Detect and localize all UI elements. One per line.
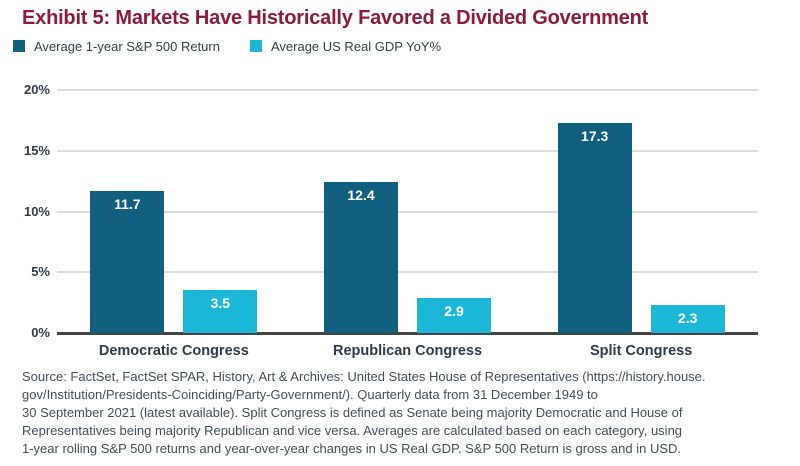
bar-value-label: 17.3 xyxy=(581,127,609,144)
category-label-republican-congress: Republican Congress xyxy=(332,343,483,359)
bar-sp500-return-republican-congress: 12.4 xyxy=(324,182,398,333)
legend-item-sp500-return: Average 1-year S&P 500 Return xyxy=(13,39,220,54)
y-axis-tick-label: 15% xyxy=(23,142,50,158)
legend-swatch-gdp-yoy-icon xyxy=(249,40,262,52)
legend: Average 1-year S&P 500 Return Average US… xyxy=(13,38,442,54)
bar-value-label: 3.5 xyxy=(210,295,231,312)
bar-gdp-yoy-democratic-congress: 3.5 xyxy=(183,290,258,333)
chart-title: Exhibit 5: Markets Have Historically Fav… xyxy=(22,7,649,29)
y-axis-tick-label: 10% xyxy=(23,203,50,219)
bar-value-label: 12.4 xyxy=(347,187,375,204)
bar-value-label: 2.9 xyxy=(444,302,464,319)
y-axis-tick-label: 20% xyxy=(23,82,50,97)
bar-gdp-yoy-republican-congress: 2.9 xyxy=(417,297,491,333)
category-label-split-congress: Split Congress xyxy=(589,343,693,359)
gridline xyxy=(57,271,758,274)
plot-area: 11.7 3.5 12.4 2.9 17.3 2.3 xyxy=(57,89,758,335)
bar-sp500-return-democratic-congress: 11.7 xyxy=(90,190,165,333)
y-axis-tick-label: 5% xyxy=(31,264,50,280)
legend-label-sp500-return: Average 1-year S&P 500 Return xyxy=(34,38,220,54)
legend-label-gdp-yoy: Average US Real GDP YoY% xyxy=(270,38,442,54)
bar-sp500-return-split-congress: 17.3 xyxy=(557,122,632,333)
y-axis-tick-label: 0% xyxy=(31,325,50,340)
legend-swatch-sp500-return-icon xyxy=(13,40,25,52)
gridline xyxy=(57,149,758,152)
x-axis-line xyxy=(57,332,758,335)
category-label-democratic-congress: Democratic Congress xyxy=(98,343,249,359)
gridline xyxy=(57,89,758,91)
bar-gdp-yoy-split-congress: 2.3 xyxy=(650,305,725,333)
legend-item-gdp-yoy: Average US Real GDP YoY% xyxy=(249,38,442,54)
bar-value-label: 2.3 xyxy=(677,310,698,327)
source-note: Source: FactSet, FactSet SPAR, History, … xyxy=(22,369,706,456)
bar-value-label: 11.7 xyxy=(114,195,141,212)
bar-chart: 11.7 3.5 12.4 2.9 17.3 2.3 0% 5% 10% 15% 20% Democ… xyxy=(0,73,800,368)
gridline xyxy=(57,210,758,213)
